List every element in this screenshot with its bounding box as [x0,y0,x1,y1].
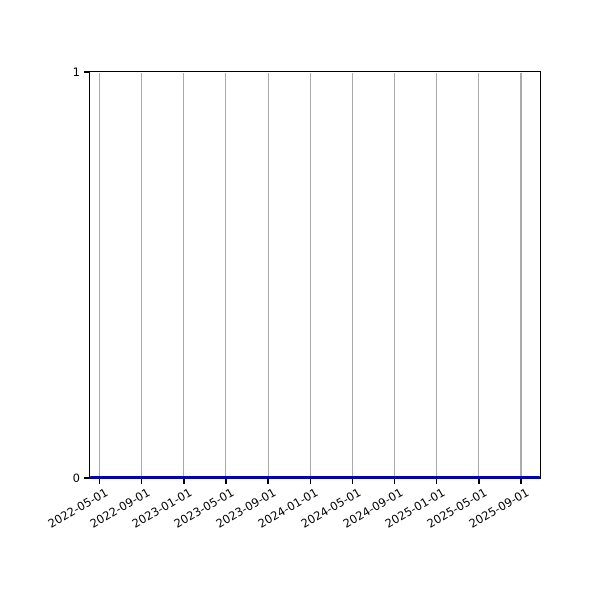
y-tick-mark [84,71,89,73]
x-tick-mark [478,479,480,484]
x-tick-mark [309,479,311,484]
x-tick-mark [267,479,269,484]
x-gridline [225,73,227,477]
x-tick-mark [140,479,143,484]
x-gridline [436,73,438,477]
y-tick-mark [84,477,89,479]
x-gridline [141,73,143,477]
x-gridline [520,73,522,477]
plot-area [89,71,541,479]
x-gridline [309,73,311,477]
x-tick-mark [351,479,354,484]
y-tick-label: 1 [72,65,80,79]
x-gridline [183,73,185,477]
series-line-flat-zero [90,476,540,480]
x-gridline [478,73,480,477]
x-gridline [98,73,101,477]
x-tick-mark [98,479,101,484]
x-tick-mark [520,479,522,484]
x-gridline [267,73,269,477]
y-tick-label: 0 [72,471,80,485]
x-tick-mark [183,479,185,484]
x-tick-mark [225,479,227,484]
x-gridline [351,73,353,477]
x-tick-mark [393,479,396,484]
x-gridline [394,73,396,477]
x-tick-mark [435,479,438,484]
